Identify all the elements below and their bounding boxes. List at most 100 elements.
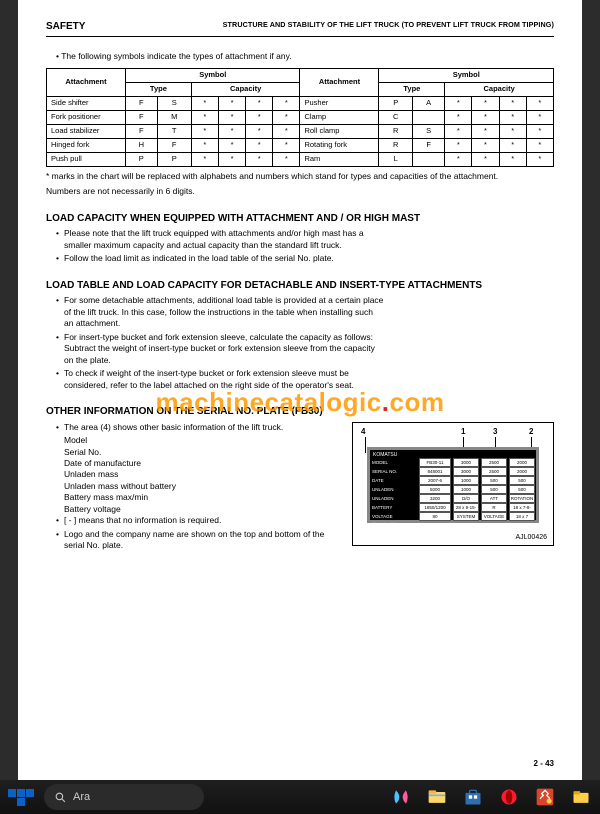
explorer-icon[interactable] <box>422 782 452 812</box>
folder-icon[interactable] <box>566 782 596 812</box>
header-left: SAFETY <box>46 20 85 34</box>
table-cell: F <box>126 110 158 124</box>
table-row: Fork positionerFM****ClampC**** <box>47 110 554 124</box>
table-cell: Hinged fork <box>47 138 126 152</box>
table-cell: Rotating fork <box>300 138 379 152</box>
table-cell: * <box>191 124 218 138</box>
table-cell: Pusher <box>300 96 379 110</box>
plate-value: 1850/1200 <box>419 503 451 512</box>
plate-cell: 3000 <box>453 467 479 476</box>
section2-title: LOAD TABLE AND LOAD CAPACITY FOR DETACHA… <box>46 279 554 293</box>
table-cell: * <box>273 138 300 152</box>
th-type2: Type <box>379 82 445 96</box>
sublist-item: Serial No. <box>64 447 342 458</box>
table-cell: * <box>499 96 526 110</box>
table-note2: Numbers are not necessarily in 6 digits. <box>46 186 554 197</box>
table-note1: * marks in the chart will be replaced wi… <box>46 171 554 182</box>
plate-cell: 1000 <box>453 485 479 494</box>
tools-icon[interactable] <box>530 782 560 812</box>
table-cell: * <box>218 96 245 110</box>
plate-label: VOLTAGE <box>370 514 418 520</box>
serial-plate-figure: 4 1 3 2 KOMATSU MODELFB30-11300025002000… <box>352 422 554 546</box>
table-cell: C <box>379 110 413 124</box>
plate-label: MODEL <box>370 460 418 466</box>
table-cell: * <box>472 138 499 152</box>
table-row: Side shifterFS****PusherPA**** <box>47 96 554 110</box>
table-cell: * <box>246 138 273 152</box>
plate-label: UNLADEN <box>370 487 418 493</box>
table-cell: * <box>445 110 472 124</box>
table-cell: * <box>273 96 300 110</box>
table-cell: * <box>273 152 300 166</box>
plate-value: 848001 <box>419 467 451 476</box>
table-cell: F <box>157 138 191 152</box>
table-cell: * <box>472 124 499 138</box>
plate-cell: 2000 <box>509 458 535 467</box>
sublist-item: Battery voltage <box>64 504 342 515</box>
table-row: Push pullPP****RamL**** <box>47 152 554 166</box>
table-cell: L <box>379 152 413 166</box>
search-box[interactable]: Ara <box>44 784 204 810</box>
intro-line: • The following symbols indicate the typ… <box>56 51 554 62</box>
table-cell: * <box>526 96 553 110</box>
plate-cell: 2500 <box>481 467 507 476</box>
table-cell: * <box>445 124 472 138</box>
section3-lead: The area (4) shows other basic informati… <box>56 422 342 433</box>
table-cell: * <box>445 138 472 152</box>
th-attachment: Attachment <box>47 68 126 96</box>
plate-label: SERIAL NO. <box>370 469 418 475</box>
header-right: STRUCTURE AND STABILITY OF THE LIFT TRUC… <box>223 20 554 34</box>
plate-value: 3200 <box>419 494 451 503</box>
info-text: The area (4) shows other basic informati… <box>46 422 342 554</box>
plate-caption: AJL00426 <box>515 533 547 542</box>
section3-title: OTHER INFORMATION ON THE SERIAL NO. PLAT… <box>46 405 554 419</box>
search-icon <box>54 791 67 804</box>
opera-icon[interactable] <box>494 782 524 812</box>
plate-cell: R <box>481 503 507 512</box>
plate-label: BATTERY <box>370 505 418 511</box>
table-cell: * <box>218 138 245 152</box>
table-cell: Push pull <box>47 152 126 166</box>
table-cell: * <box>273 110 300 124</box>
table-cell: * <box>499 152 526 166</box>
table-cell: A <box>413 96 445 110</box>
store-icon[interactable] <box>458 782 488 812</box>
section3-sublist: ModelSerial No.Date of manufactureUnlade… <box>64 435 342 515</box>
table-cell: T <box>157 124 191 138</box>
section1-item: Please note that the lift truck equipped… <box>56 228 364 251</box>
table-cell: * <box>246 110 273 124</box>
table-cell: * <box>526 110 553 124</box>
plate-cell: 18 x 7-8-10PR <box>509 503 535 512</box>
sublist-item: Unladen mass <box>64 469 342 480</box>
attachment-table: Attachment Symbol Attachment Symbol Type… <box>46 68 554 167</box>
copilot-icon[interactable] <box>386 782 416 812</box>
section3-tail1: [ - ] means that no information is requi… <box>56 515 342 526</box>
table-cell: * <box>526 124 553 138</box>
th-symbol: Symbol <box>126 68 300 82</box>
plate-row: VOLTAGE80SYSTEMVOLTAGE18 x 7 <box>370 512 536 521</box>
th-attachment2: Attachment <box>300 68 379 96</box>
section1-item: Follow the load limit as indicated in th… <box>56 253 364 264</box>
start-button[interactable] <box>4 783 38 811</box>
th-type: Type <box>126 82 192 96</box>
plate-row: UNLADEN50001000500500 <box>370 485 536 494</box>
table-cell <box>413 152 445 166</box>
table-cell: * <box>445 152 472 166</box>
table-cell: Roll clamp <box>300 124 379 138</box>
table-cell: * <box>472 96 499 110</box>
plate-cell: 500 <box>481 485 507 494</box>
table-cell: F <box>413 138 445 152</box>
plate-cell: 18 x 7 <box>509 512 535 521</box>
table-row: Load stabilizerFT****Roll clampRS**** <box>47 124 554 138</box>
section2-item: For some detachable attachments, additio… <box>56 295 384 329</box>
plate-brand2: Komatsu Ltd. <box>370 521 536 528</box>
leader-line <box>365 437 366 453</box>
section1-list: Please note that the lift truck equipped… <box>56 228 554 264</box>
table-cell: * <box>526 138 553 152</box>
page-number: 2 - 43 <box>534 759 554 770</box>
table-cell: M <box>157 110 191 124</box>
table-cell: S <box>157 96 191 110</box>
table-cell: * <box>191 96 218 110</box>
plate-cell: 500 <box>509 485 535 494</box>
section2-list: For some detachable attachments, additio… <box>56 295 554 391</box>
